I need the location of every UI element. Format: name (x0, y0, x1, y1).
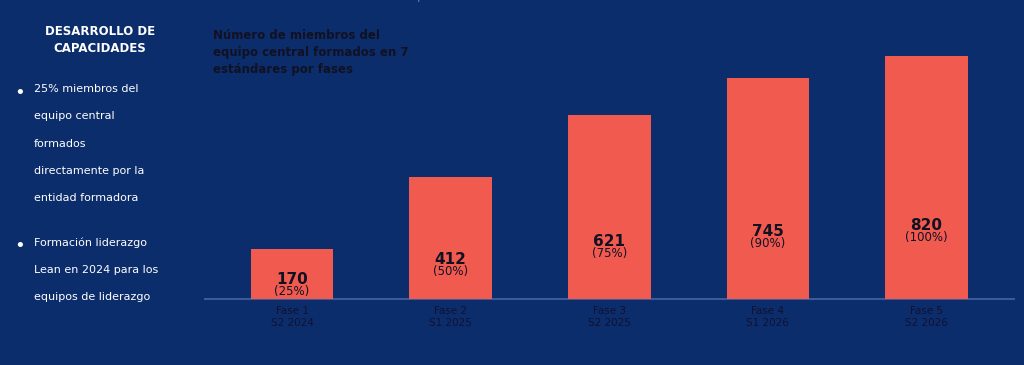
Text: (25%): (25%) (274, 285, 309, 297)
Text: •: • (14, 84, 25, 102)
Text: Número de miembros del
equipo central formados en 7
estándares por fases: Número de miembros del equipo central fo… (213, 29, 409, 76)
Text: (75%): (75%) (592, 247, 627, 260)
Text: 745: 745 (752, 224, 783, 239)
Text: 170: 170 (276, 272, 308, 287)
Text: DESARROLLO DE
CAPACIDADES: DESARROLLO DE CAPACIDADES (45, 25, 155, 55)
Text: •: • (14, 237, 25, 255)
Text: (50%): (50%) (433, 265, 468, 277)
Text: Formación liderazgo: Formación liderazgo (34, 237, 147, 248)
Text: equipo central: equipo central (34, 111, 115, 121)
Text: 621: 621 (593, 234, 626, 249)
Bar (410, 177, 492, 299)
Text: 412: 412 (435, 251, 467, 267)
Text: (100%): (100%) (905, 231, 948, 244)
Text: Se alcanzará una masa crítica del 75% para 2025: Se alcanzará una masa crítica del 75% pa… (213, 0, 471, 2)
Text: directamente por la: directamente por la (34, 166, 144, 176)
Bar (886, 56, 968, 299)
Text: Lean en 2024 para los: Lean en 2024 para los (34, 265, 158, 274)
Bar (0, 0, 200, 80)
Bar (251, 249, 333, 299)
Text: formados: formados (34, 139, 86, 149)
Text: equipos de liderazgo: equipos de liderazgo (34, 292, 151, 302)
Text: (90%): (90%) (751, 237, 785, 250)
Text: 820: 820 (910, 218, 942, 233)
Bar (568, 115, 650, 299)
Text: 25% miembros del: 25% miembros del (34, 84, 138, 94)
Text: entidad formadora: entidad formadora (34, 193, 138, 203)
Bar (727, 78, 809, 299)
